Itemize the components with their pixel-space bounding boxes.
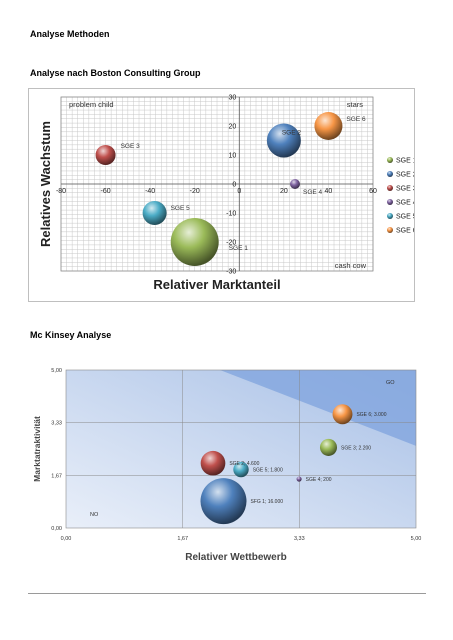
bcg-legend-label: SGE 3: [396, 186, 414, 193]
bcg-legend-marker: [387, 199, 393, 205]
bcg-legend-marker: [387, 185, 393, 191]
bcg-data-label: SGE 3: [121, 143, 141, 150]
bcg-y-tick-label: 0: [232, 182, 236, 189]
bcg-y-tick-label: 30: [228, 95, 236, 102]
bcg-bubble: [266, 123, 301, 158]
bcg-y-tick-label: -10: [226, 211, 236, 218]
bcg-x-tick-label: -80: [56, 188, 66, 195]
mck-zone-no: NO: [90, 512, 99, 518]
bcg-data-label: SGE 6: [346, 116, 366, 123]
bcg-bubble: [314, 112, 343, 140]
bcg-legend-marker: [387, 157, 393, 163]
bcg-bubble: [142, 201, 167, 225]
bcg-x-tick-label: 20: [280, 188, 288, 195]
bcg-x-tick-label: -40: [145, 188, 155, 195]
bcg-bubble: [170, 218, 219, 266]
mck-y-tick-label: 0,00: [51, 526, 62, 532]
bcg-data-label: SGE 5: [171, 205, 191, 212]
bcg-legend-label: SGE 1: [396, 158, 414, 165]
bcg-x-tick-label: -20: [190, 188, 200, 195]
mck-x-tick-label: 0,00: [61, 536, 72, 542]
mck-y-tick-label: 5,00: [51, 368, 62, 374]
bcg-bubble-chart: -80 -60 -40 -20 0 20 40 60 -30 -20 -10 0 10 20 30 probl…: [28, 88, 415, 302]
mckinsey-bubble-chart: 0,00 1,67 3,33 5,00 0,00 1,67 3,33 5,00 GO NO Rela…: [28, 365, 426, 585]
bcg-legend-label: SGE 2: [396, 172, 414, 179]
bcg-legend-label: SGE 4: [396, 200, 414, 207]
section-heading-methods: Analyse Methoden: [30, 29, 110, 39]
mck-bubble: [233, 461, 249, 478]
bcg-legend-label: SGE 5: [396, 214, 414, 221]
mck-data-label: SGE 2; 4.600: [229, 461, 259, 467]
bcg-quadrant-cash-cow: cash cow: [335, 261, 367, 270]
mck-x-tick-label: 3,33: [294, 536, 305, 542]
bcg-x-axis-title: Relativer Marktanteil: [153, 277, 280, 292]
bcg-data-label: SGE 4: [303, 189, 323, 196]
mck-bubble: [200, 478, 247, 525]
mck-y-tick-label: 3,33: [51, 421, 62, 427]
section-heading-mckinsey: Mc Kinsey Analyse: [30, 330, 112, 340]
bcg-legend-label: SGE 6: [396, 228, 414, 235]
bcg-y-tick-label: 10: [228, 153, 236, 160]
mck-x-tick-label: 1,67: [177, 536, 188, 542]
bcg-data-label: SGE 2: [282, 130, 302, 137]
mck-gridlines: [65, 369, 417, 529]
mck-data-label: SFG 1; 16.000: [251, 499, 284, 505]
bcg-y-tick-label: 20: [228, 124, 236, 131]
bcg-data-label: SGE 1: [229, 245, 249, 252]
bcg-x-tick-label: -60: [101, 188, 111, 195]
bcg-quadrant-stars: stars: [347, 100, 364, 109]
mck-bubble: [332, 404, 353, 425]
bcg-x-tick-label: 40: [325, 188, 333, 195]
mck-data-label: SGE 4; 200: [306, 477, 332, 483]
bcg-legend-marker: [387, 227, 393, 233]
mck-x-tick-label: 5,00: [411, 536, 422, 542]
mck-y-axis-title: Marktatraktivität: [32, 416, 42, 482]
bcg-quadrant-problem-child: problem child: [69, 100, 114, 109]
mck-data-label: SGE 3; 2.200: [341, 445, 371, 451]
mck-x-axis-title: Relativer Wettbewerb: [185, 552, 287, 563]
mck-data-label: SGE 5; 1.800: [253, 468, 283, 474]
bcg-y-tick-label: -30: [226, 269, 236, 276]
section-heading-bcg: Analyse nach Boston Consulting Group: [30, 68, 201, 78]
bcg-legend-marker: [387, 213, 393, 219]
bcg-bubble: [290, 179, 300, 189]
mck-data-label: SGE 6; 3.000: [356, 412, 386, 418]
bcg-x-tick-label: 60: [369, 188, 377, 195]
mck-bubble: [200, 450, 226, 476]
bcg-legend: SGE 1 SGE 2 SGE 3 SGE 4 SGE 5 SGE 6: [387, 157, 414, 235]
mck-bubble: [296, 476, 302, 482]
bcg-x-tick-label: 0: [237, 188, 241, 195]
mck-zone-go: GO: [386, 380, 395, 386]
page-divider: [28, 593, 426, 594]
bcg-y-tick-label: -20: [226, 240, 236, 247]
bcg-bubble: [95, 145, 116, 165]
bcg-y-axis-title: Relatives Wachstum: [38, 121, 53, 247]
bcg-legend-marker: [387, 171, 393, 177]
mck-bubble: [319, 438, 338, 456]
mck-y-tick-label: 1,67: [51, 473, 62, 479]
